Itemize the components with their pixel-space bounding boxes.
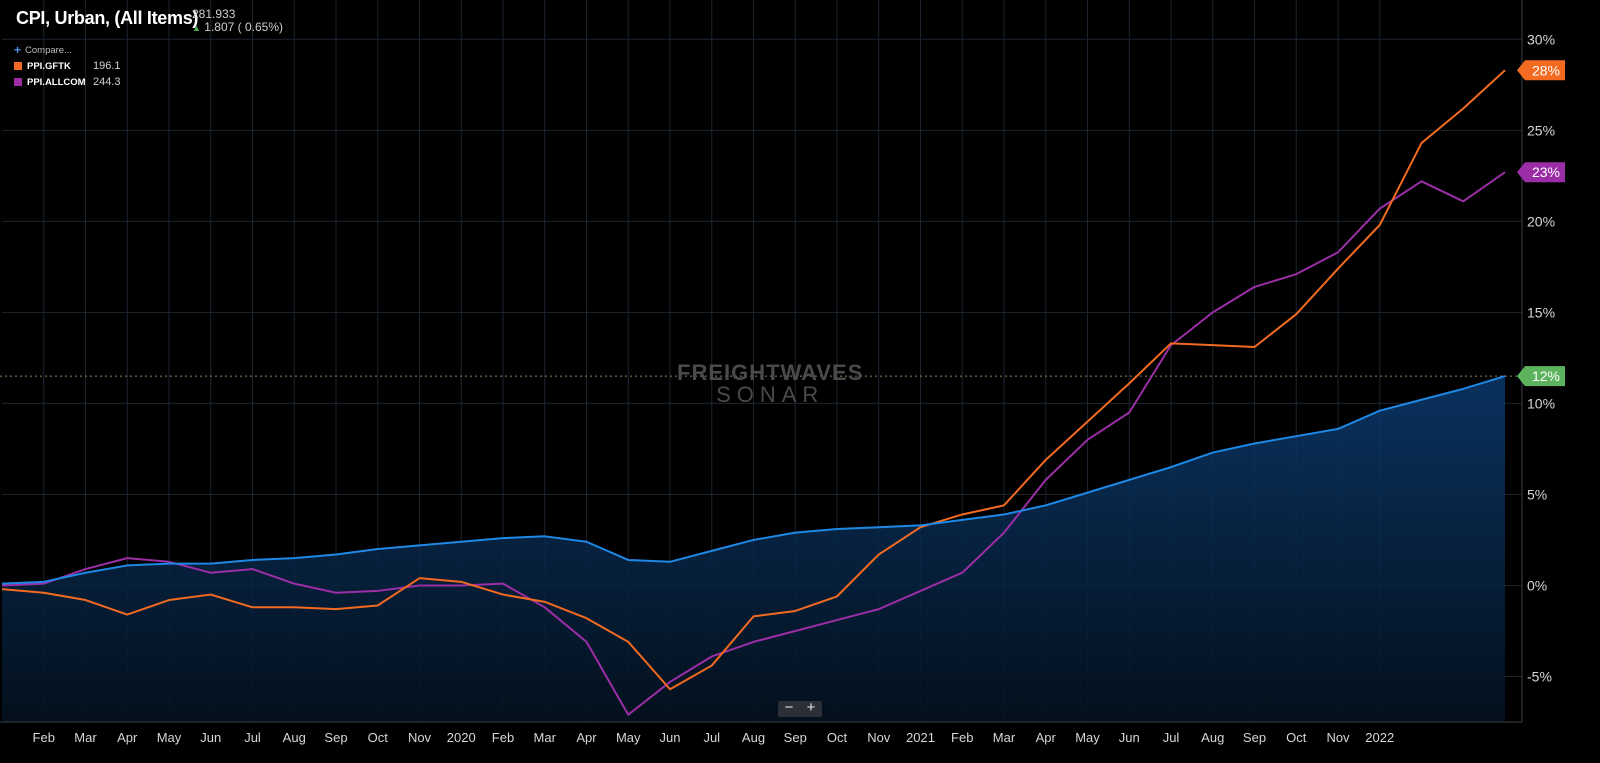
series-line-gftk [1,69,1506,691]
legend-item-allcom[interactable]: PPI.ALLCOM 244.3 [14,74,121,90]
x-tick-label: Oct [368,730,389,745]
x-tick-label: May [616,730,641,745]
x-tick-label: Nov [1326,730,1350,745]
legend-swatch [14,62,22,70]
end-badge-label: 12% [1532,368,1560,384]
x-tick-label: Aug [742,730,765,745]
x-tick-label: Sep [324,730,347,745]
x-tick-label: Sep [1243,730,1266,745]
x-tick-label: Jun [1119,730,1140,745]
x-tick-label: Oct [827,730,848,745]
x-tick-label: Mar [534,730,557,745]
legend-name: PPI.ALLCOM [27,76,86,88]
plus-icon: + [14,43,22,57]
x-tick-label: Aug [283,730,306,745]
series-line-cpi [1,375,1506,585]
x-tick-label: 2022 [1365,730,1394,745]
y-axis: -5% 0% 5% 10% 15% 20% 25% 30% [1521,0,1555,722]
cpi-area-fill [2,376,1505,722]
x-tick-label: Sep [784,730,807,745]
x-tick-label: Feb [492,730,514,745]
zoom-controls: − + [778,699,822,717]
watermark-line1: FREIGHTWAVES [677,360,864,385]
x-tick-label: Jul [1163,730,1180,745]
x-tick-label: May [157,730,182,745]
compare-button[interactable]: + Compare... [14,42,121,58]
x-tick-label: Feb [33,730,55,745]
x-tick-label: Oct [1286,730,1307,745]
y-tick-label: 5% [1527,486,1547,502]
end-badge-label: 23% [1532,164,1560,180]
x-tick-label: Jun [200,730,221,745]
end-badge-gftk [1517,60,1565,81]
x-tick-label: May [1075,730,1100,745]
legend: + Compare... PPI.GFTK 196.1 PPI.ALLCOM 2… [14,42,121,90]
legend-value: 196.1 [93,60,121,72]
x-tick-label: Feb [951,730,973,745]
x-tick-label: 2020 [447,730,476,745]
x-tick-label: Mar [74,730,97,745]
series-line-allcom [1,171,1506,716]
legend-name: PPI.GFTK [27,60,71,72]
chart-title: CPI, Urban, (All Items) [16,8,199,28]
y-tick-label: 30% [1527,31,1555,47]
compare-label: Compare... [25,44,73,56]
x-tick-label: 2021 [906,730,935,745]
end-labels: 28% 23% 12% [1517,60,1565,387]
x-tick-label: Nov [408,730,432,745]
zoom-out-button[interactable]: − [784,699,794,716]
last-value: 281.933 [192,7,236,21]
x-tick-label: Apr [1036,730,1057,745]
legend-swatch [14,78,22,86]
x-tick-label: Jun [660,730,681,745]
legend-item-gftk[interactable]: PPI.GFTK 196.1 [14,58,121,74]
y-tick-label: -5% [1527,668,1552,684]
x-tick-label: Apr [576,730,597,745]
up-arrow-icon: ▲ [192,23,201,33]
watermark-logo: FREIGHTWAVES SONAR [677,360,863,408]
x-tick-label: Mar [993,730,1016,745]
zoom-in-button[interactable]: + [806,699,816,716]
x-axis: Feb Mar Apr May Jun Jul Aug Sep Oct Nov 2020 Feb Mar… [0,721,1522,745]
x-tick-label: Nov [867,730,891,745]
change-value: 1.807 ( 0.65%) [204,20,283,34]
end-badge-label: 28% [1532,62,1560,78]
end-badge-allcom [1517,162,1565,183]
y-tick-label: 0% [1527,577,1547,593]
y-tick-label: 25% [1527,122,1555,138]
y-tick-label: 10% [1527,395,1555,411]
end-badge-cpi [1517,366,1565,387]
y-tick-label: 15% [1527,304,1555,320]
x-tick-label: Aug [1201,730,1224,745]
y-tick-label: 20% [1527,213,1555,229]
watermark-line2: SONAR [716,382,825,407]
x-tick-label: Jul [703,730,720,745]
last-value-block: 281.933 ▲ 1.807 ( 0.65%) [192,8,283,35]
x-tick-label: Jul [244,730,261,745]
series-lines [1,69,1506,716]
cpi-area [2,376,1505,722]
x-tick-label: Apr [117,730,138,745]
chart-header: CPI, Urban, (All Items) [16,8,198,29]
legend-value: 244.3 [93,76,121,88]
